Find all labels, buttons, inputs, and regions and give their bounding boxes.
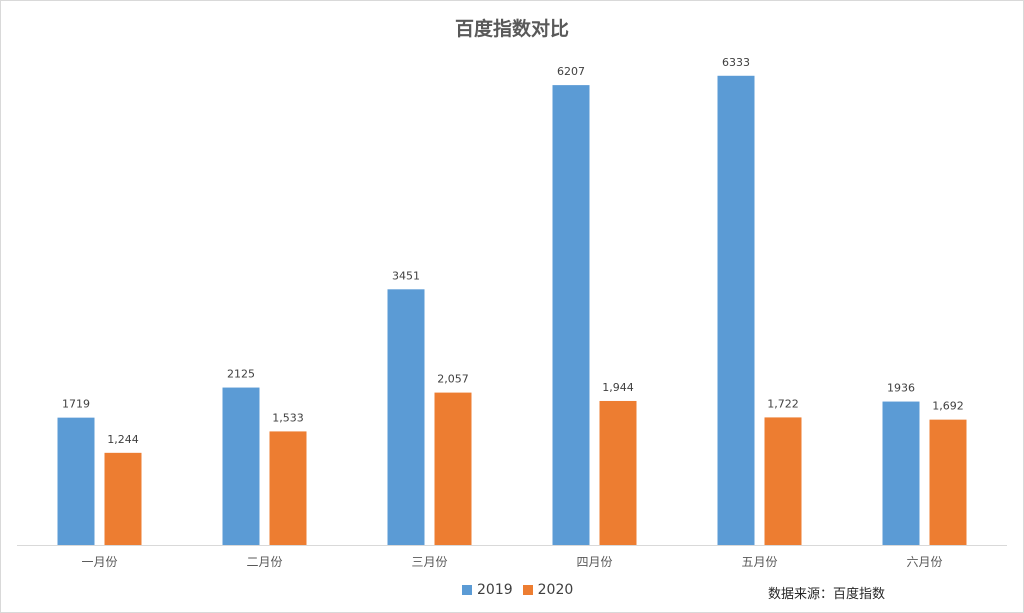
x-tick-label-1: 一月份 [81, 555, 117, 569]
bar-2019-4 [552, 85, 590, 545]
data-label-2019-6: 1936 [887, 382, 915, 395]
bar-2019-6 [882, 401, 920, 545]
bar-2020-5 [764, 417, 802, 545]
bar-2020-4 [599, 400, 637, 545]
legend-swatch-2020 [522, 585, 533, 595]
data-label-2020-2: 1,533 [272, 411, 304, 424]
bar-2020-6 [929, 419, 967, 545]
data-label-2020-1: 1,244 [107, 433, 139, 446]
data-label-2020-6: 1,692 [932, 400, 964, 413]
data-label-2020-5: 1,722 [767, 397, 799, 410]
x-tick-label-6: 六月份 [906, 555, 942, 569]
data-label-2020-3: 2,057 [437, 373, 469, 386]
source-note: 数据来源：百度指数 [768, 587, 886, 602]
data-label-2019-5: 6333 [722, 56, 750, 69]
data-label-2019-3: 3451 [392, 269, 420, 282]
legend-label-2019: 2019 [477, 582, 513, 598]
x-tick-label-5: 五月份 [741, 555, 777, 569]
bar-2020-3 [434, 392, 472, 545]
x-tick-label-4: 四月份 [576, 555, 612, 569]
bar-2019-1 [57, 417, 95, 545]
legend-swatch-2019 [462, 585, 472, 595]
data-label-2019-1: 1719 [62, 398, 90, 411]
bar-2019-2 [222, 387, 260, 545]
chart-legend: 2019 2020 [462, 582, 583, 598]
bar-2020-1 [104, 452, 142, 545]
legend-label-2020: 2020 [537, 582, 574, 598]
data-label-2019-2: 2125 [227, 368, 255, 381]
chart-title: 百度指数对比 [454, 18, 569, 40]
bar-2020-2 [269, 431, 307, 545]
x-tick-label-3: 三月份 [411, 555, 447, 569]
x-tick-label-2: 二月份 [246, 555, 282, 569]
legend-item-2019: 2019 [462, 582, 513, 598]
data-label-2020-4: 1,944 [602, 381, 634, 394]
bar-2019-5 [717, 75, 755, 545]
data-label-2019-4: 6207 [557, 65, 585, 78]
legend-item-2020: 2020 [522, 582, 574, 598]
bar-2019-3 [387, 289, 425, 545]
